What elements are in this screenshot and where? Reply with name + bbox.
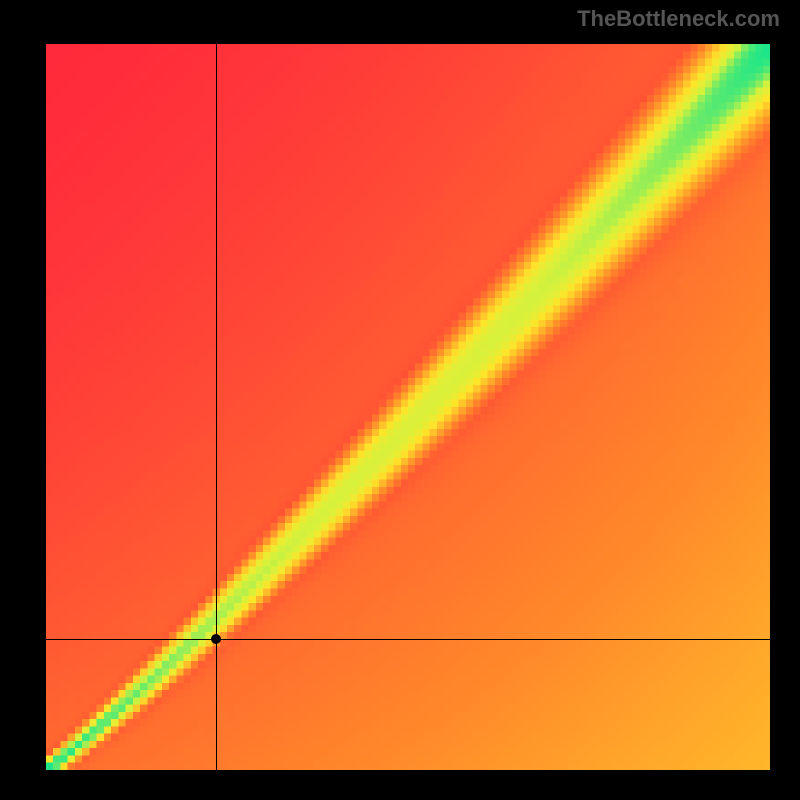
crosshair-marker — [211, 634, 221, 644]
heatmap-canvas — [46, 44, 770, 770]
crosshair-vertical — [216, 44, 217, 770]
watermark: TheBottleneck.com — [577, 6, 780, 32]
crosshair-horizontal — [46, 639, 770, 640]
plot-area — [46, 44, 770, 770]
